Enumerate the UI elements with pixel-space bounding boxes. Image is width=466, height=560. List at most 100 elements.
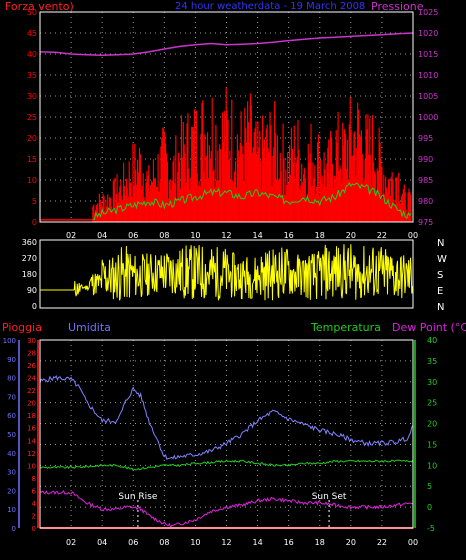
temperature-tick-label: 30 bbox=[427, 378, 437, 387]
compass-label: W bbox=[437, 254, 447, 265]
wind-tick-label: 15 bbox=[27, 155, 37, 164]
wind-tick-label: 30 bbox=[27, 92, 37, 101]
x-tick-label: 04 bbox=[97, 231, 107, 240]
x-tick-label: 22 bbox=[377, 231, 387, 240]
x-tick-label: 12 bbox=[221, 538, 231, 547]
humidity-tick-label: 70 bbox=[7, 393, 16, 401]
temperature-tick-label: 5 bbox=[427, 482, 432, 491]
rain-tick-label: 2 bbox=[32, 512, 36, 520]
wind-tick-label: 35 bbox=[27, 71, 37, 80]
wind-tick-label: 5 bbox=[32, 197, 37, 206]
temperature-axis-label: Temperatura bbox=[310, 321, 381, 334]
humidity-tick-label: 30 bbox=[7, 469, 16, 477]
sun-annotation-label: Sun Set bbox=[312, 492, 347, 502]
humidity-tick-label: 80 bbox=[7, 375, 16, 383]
temperature-tick-label: 20 bbox=[427, 420, 437, 429]
pressure-tick-label: 1010 bbox=[418, 71, 438, 80]
pressure-tick-label: 1020 bbox=[418, 29, 438, 38]
x-tick-label: 04 bbox=[97, 538, 107, 547]
direction-trace bbox=[73, 244, 414, 301]
wind-tick-label: 40 bbox=[27, 50, 37, 59]
temperature-tick-label: 0 bbox=[427, 503, 432, 512]
wind-panel-axes: 0510152025303540455097598098599099510001… bbox=[27, 8, 439, 240]
rain-tick-label: 0 bbox=[32, 525, 36, 533]
x-tick-label: 08 bbox=[159, 538, 169, 547]
compass-label: E bbox=[437, 286, 443, 297]
direction-tick-label: 180 bbox=[22, 270, 37, 279]
direction-tick-label: 90 bbox=[27, 286, 37, 295]
humidity-tick-label: 60 bbox=[7, 412, 16, 420]
sun-annotation-label: Sun Rise bbox=[118, 492, 157, 502]
humidity-tick-label: 90 bbox=[7, 356, 16, 364]
x-tick-label: 00 bbox=[408, 231, 418, 240]
compass-label: S bbox=[437, 270, 443, 281]
humidity-line bbox=[39, 374, 414, 460]
x-tick-label: 20 bbox=[346, 538, 356, 547]
wind-panel-lines bbox=[39, 32, 414, 221]
pressure-axis-label: Pressione bbox=[371, 0, 424, 13]
humidity-axis-label: Umidita bbox=[68, 321, 111, 334]
humidity-tick-label: 50 bbox=[7, 431, 16, 439]
rain-tick-label: 6 bbox=[32, 487, 37, 495]
dewpoint-line bbox=[39, 490, 414, 529]
direction-tick-label: 0 bbox=[32, 302, 37, 311]
x-tick-label: 02 bbox=[66, 231, 76, 240]
rain-tick-label: 10 bbox=[27, 462, 36, 470]
x-tick-label: 16 bbox=[284, 231, 294, 240]
pressure-tick-label: 985 bbox=[418, 176, 433, 185]
direction-panel-frame bbox=[39, 239, 414, 309]
x-tick-label: 18 bbox=[315, 231, 325, 240]
compass-label: N bbox=[437, 238, 444, 249]
dewpoint-axis-label: Dew Point (°C) bbox=[392, 321, 466, 334]
x-tick-label: 14 bbox=[252, 231, 262, 240]
rain-tick-label: 26 bbox=[27, 362, 36, 370]
wind-tick-label: 20 bbox=[27, 134, 37, 143]
rain-tick-label: 16 bbox=[27, 425, 36, 433]
pressure-tick-label: 1025 bbox=[418, 8, 438, 17]
rain-tick-label: 20 bbox=[27, 400, 36, 408]
pressure-tick-label: 980 bbox=[418, 197, 433, 206]
humidity-tick-label: 100 bbox=[3, 337, 16, 345]
x-tick-label: 10 bbox=[190, 231, 200, 240]
wind-panel-frame bbox=[39, 11, 414, 223]
x-tick-label: 14 bbox=[252, 538, 262, 547]
temperature-tick-label: 40 bbox=[427, 336, 437, 345]
rain-axis-label: Pioggia bbox=[2, 321, 42, 334]
wind-tick-label: 50 bbox=[27, 8, 37, 17]
direction-tick-label: 360 bbox=[22, 238, 37, 247]
humidity-tick-label: 0 bbox=[12, 525, 16, 533]
wind-speed-bars bbox=[92, 87, 412, 222]
temperature-tick-label: 25 bbox=[427, 399, 437, 408]
temperature-line bbox=[39, 459, 414, 472]
rain-tick-label: 18 bbox=[27, 412, 36, 420]
humidity-tick-label: 10 bbox=[7, 506, 16, 514]
climate-panel-grid bbox=[40, 339, 414, 529]
compass-label: N bbox=[437, 302, 444, 313]
x-tick-label: 08 bbox=[159, 231, 169, 240]
wind-axis-label: Forza vento) bbox=[5, 0, 74, 13]
rain-tick-label: 4 bbox=[32, 500, 37, 508]
x-tick-label: 12 bbox=[221, 231, 231, 240]
chart-title: 24 hour weatherdata - 19 March 2008 bbox=[175, 1, 365, 12]
rain-tick-label: 24 bbox=[27, 375, 36, 383]
rain-tick-label: 8 bbox=[32, 475, 36, 483]
x-tick-label: 00 bbox=[408, 538, 418, 547]
wind-tick-label: 25 bbox=[27, 113, 37, 122]
rain-tick-label: 14 bbox=[27, 437, 36, 445]
wind-tick-label: 0 bbox=[32, 218, 37, 227]
wind-tick-label: 45 bbox=[27, 29, 37, 38]
x-tick-label: 22 bbox=[377, 538, 387, 547]
x-tick-label: 06 bbox=[128, 231, 138, 240]
temperature-tick-label: 35 bbox=[427, 357, 437, 366]
humidity-tick-label: 20 bbox=[7, 487, 16, 495]
x-tick-label: 02 bbox=[66, 538, 76, 547]
pressure-tick-label: 1005 bbox=[418, 92, 438, 101]
pressure-tick-label: 975 bbox=[418, 218, 433, 227]
wind-tick-label: 10 bbox=[27, 176, 37, 185]
rain-tick-label: 22 bbox=[27, 387, 36, 395]
rain-tick-label: 12 bbox=[27, 450, 36, 458]
rain-tick-label: 28 bbox=[27, 350, 36, 358]
